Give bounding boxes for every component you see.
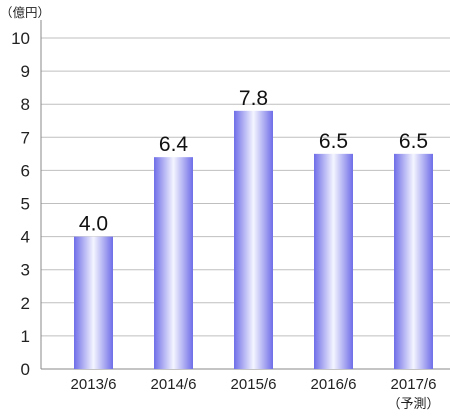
y-unit-label: （億円） bbox=[0, 5, 51, 20]
y-tick-label: 10 bbox=[11, 29, 30, 48]
bar-value-label: 6.4 bbox=[159, 133, 189, 156]
bar-value-label: 7.8 bbox=[239, 87, 268, 110]
bar-value-label: 4.0 bbox=[79, 213, 108, 236]
y-tick-label: 3 bbox=[21, 261, 30, 280]
y-tick-label: 9 bbox=[21, 62, 30, 81]
y-tick-label: 1 bbox=[21, 327, 30, 346]
bar-value-label: 6.5 bbox=[319, 130, 348, 153]
x-tick-label: 2016/6 bbox=[311, 376, 357, 393]
labels: 0 1 2 3 4 5 6 7 8 9 10 4.0 2013/6 6.4 2014/6 7.8 2015/6 6… bbox=[11, 29, 439, 412]
x-tick-label: 2013/6 bbox=[71, 376, 117, 393]
bars bbox=[74, 110, 433, 369]
y-tick-label: 2 bbox=[21, 294, 30, 313]
bar bbox=[74, 236, 113, 369]
x-tick-label: 2015/6 bbox=[231, 376, 277, 393]
bar bbox=[314, 153, 353, 369]
bar-value-label: 6.5 bbox=[399, 130, 428, 153]
x-tick-label: 2014/6 bbox=[151, 376, 197, 393]
y-tick-label: 7 bbox=[21, 128, 30, 147]
bar bbox=[154, 157, 193, 369]
y-tick-label: 4 bbox=[21, 228, 30, 247]
y-tick-label: 8 bbox=[21, 95, 30, 114]
bar bbox=[234, 110, 273, 369]
y-tick-label: 5 bbox=[21, 195, 30, 214]
x-tick-label: 2017/6 bbox=[391, 376, 437, 393]
y-tick-label: 6 bbox=[21, 161, 30, 180]
bar bbox=[394, 153, 433, 369]
y-tick-label: 0 bbox=[21, 360, 30, 379]
x-tick-note: （予測） bbox=[387, 397, 439, 412]
